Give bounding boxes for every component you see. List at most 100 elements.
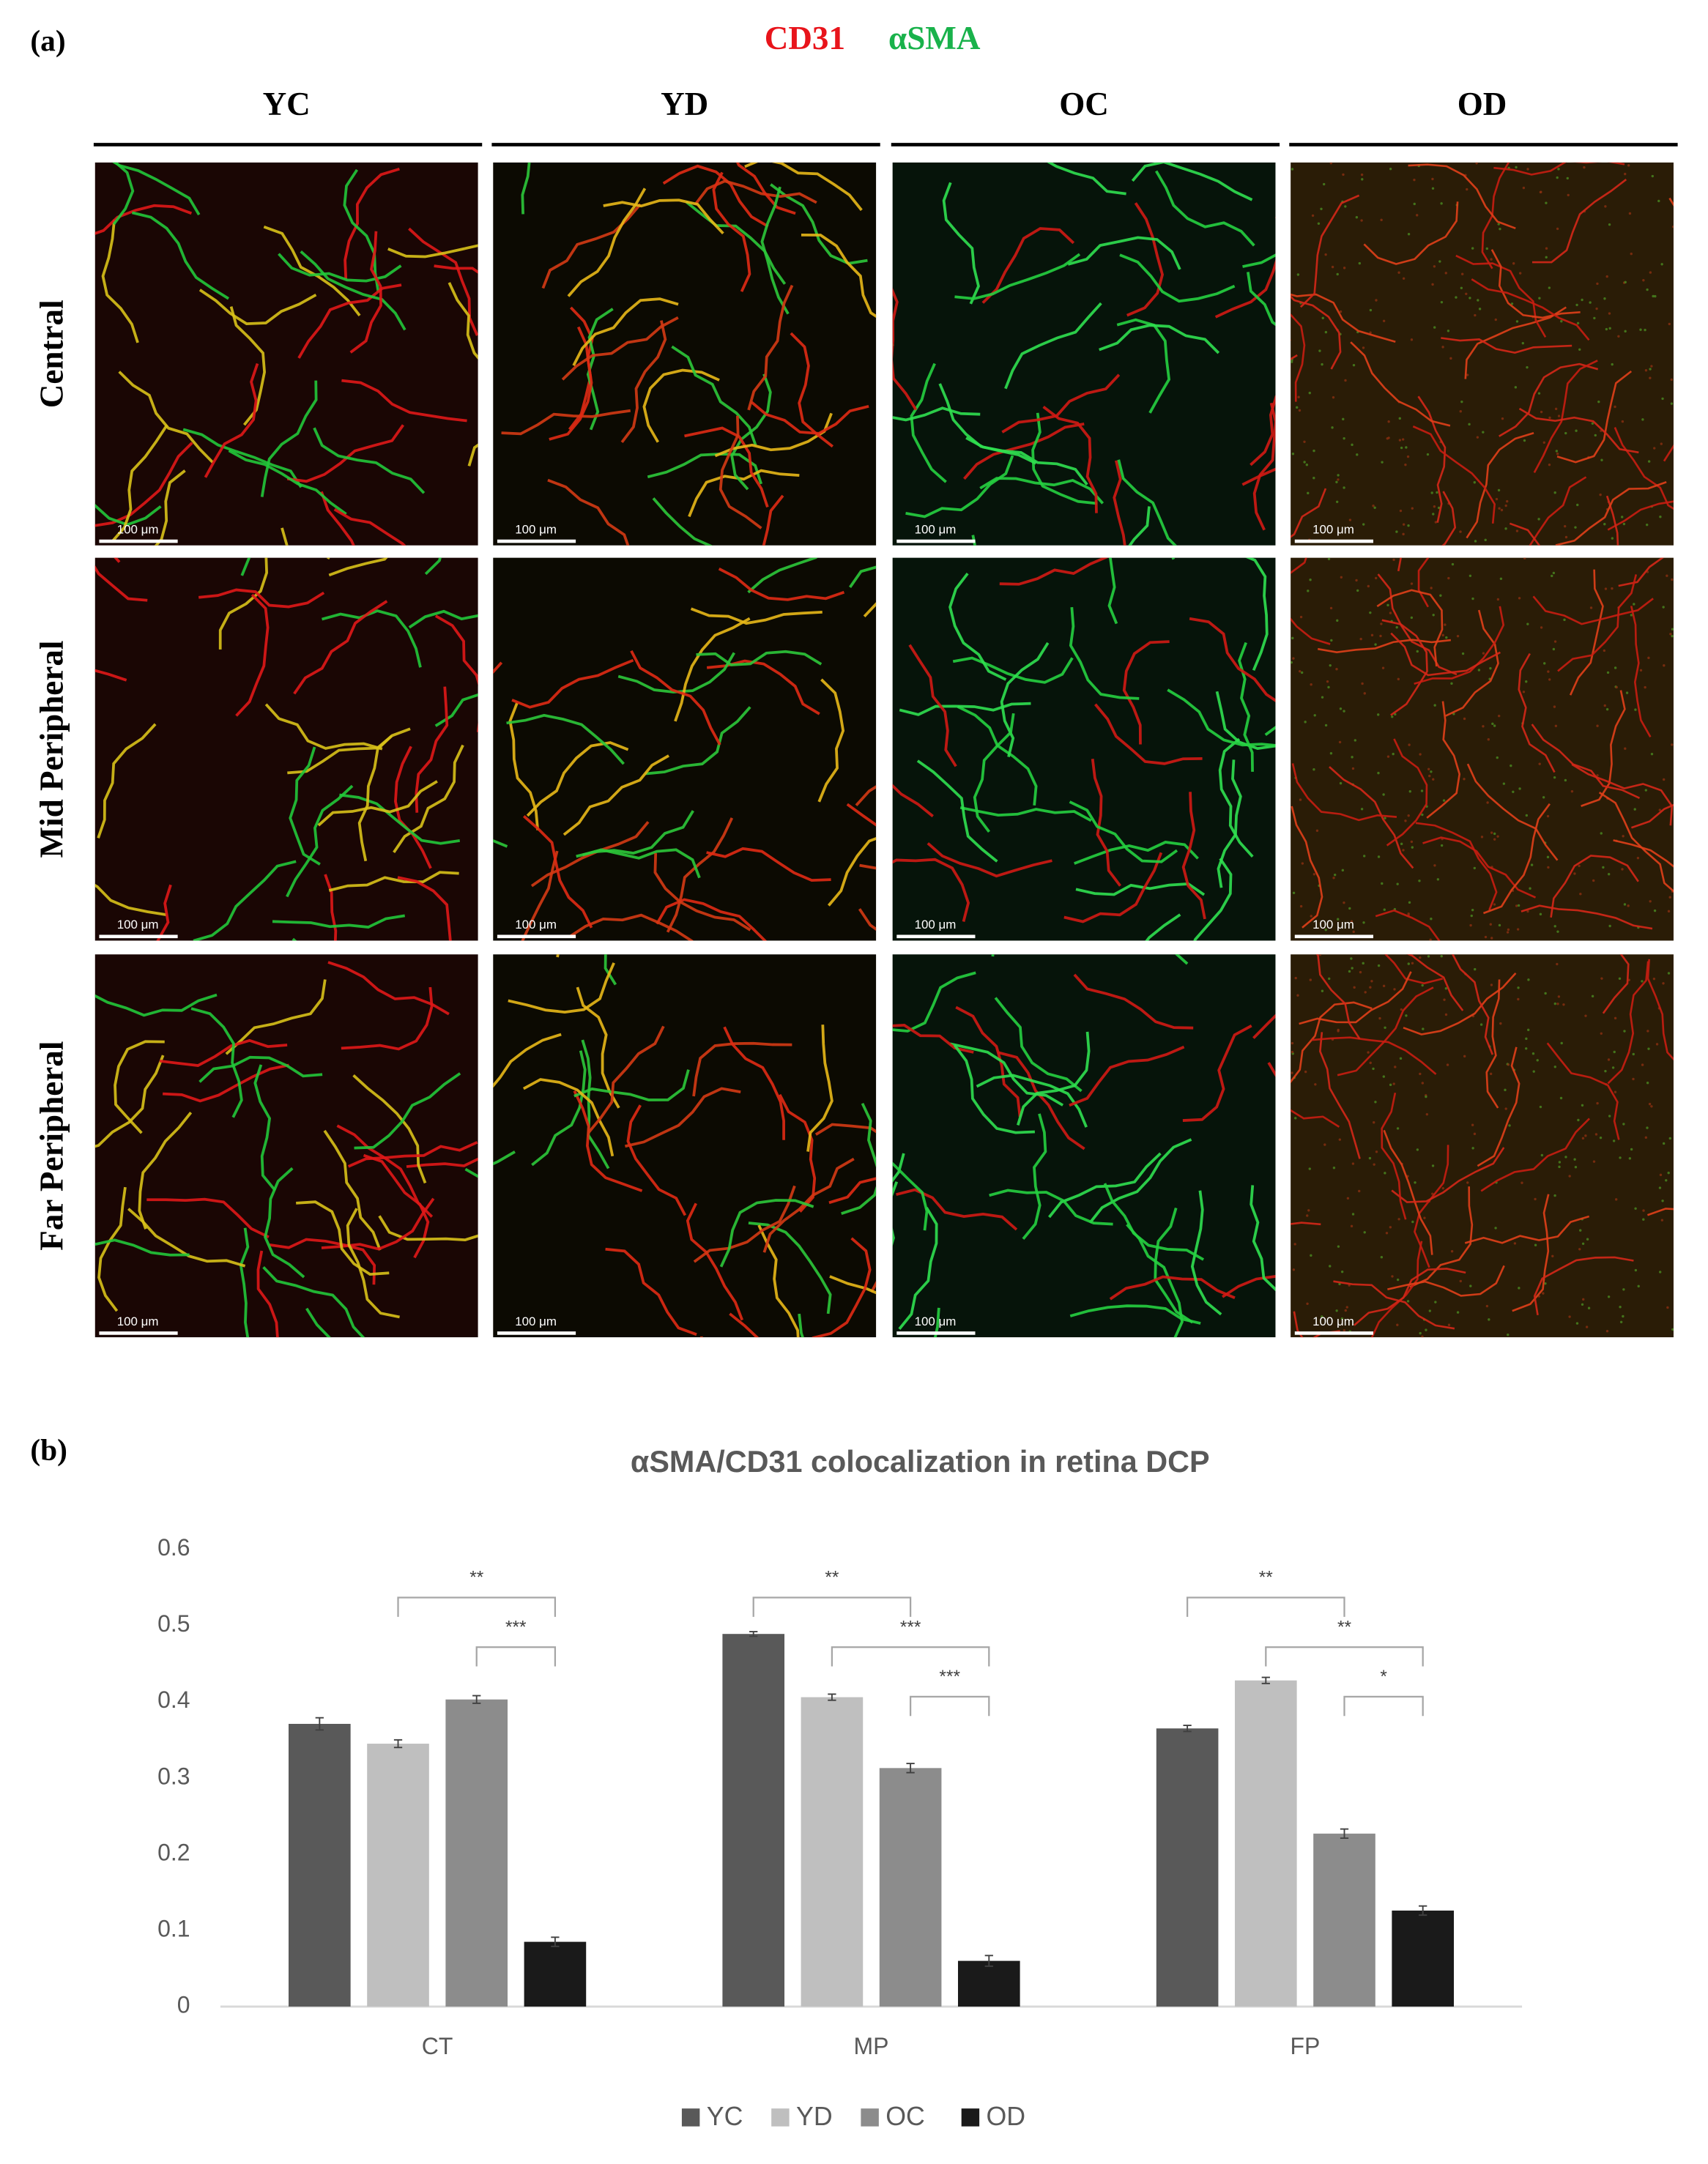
bar	[879, 1768, 942, 2007]
speckle	[1292, 1268, 1296, 1271]
speckle	[1312, 477, 1315, 480]
vessel	[892, 1161, 929, 1231]
vessel	[272, 914, 406, 929]
vessel	[1375, 909, 1441, 941]
speckle	[1480, 836, 1484, 839]
speckle	[1552, 571, 1556, 575]
scale-bar-label: 100 μm	[915, 1315, 957, 1328]
speckle	[1630, 1148, 1633, 1151]
vessel	[1646, 959, 1674, 1061]
speckle	[1667, 910, 1671, 913]
speckle	[1441, 633, 1444, 637]
x-tick-label: FP	[1290, 2033, 1320, 2059]
speckle	[1600, 832, 1603, 835]
vessel	[1477, 1046, 1521, 1167]
vessel	[264, 1167, 305, 1279]
speckle	[1644, 1136, 1648, 1139]
speckle	[1440, 202, 1443, 205]
speckle	[1437, 506, 1441, 510]
significance-label: ***	[900, 1617, 921, 1637]
speckle	[1406, 455, 1410, 458]
vessel	[341, 379, 467, 423]
speckle	[1381, 461, 1384, 464]
speckle	[1504, 527, 1507, 530]
speckle	[1653, 909, 1657, 912]
speckle	[1624, 330, 1627, 333]
vessel	[1291, 295, 1342, 370]
speckle	[1484, 935, 1488, 939]
vessel	[1546, 1042, 1620, 1140]
vessel	[114, 1040, 165, 1134]
speckle	[1482, 725, 1485, 728]
significance-bracket	[397, 1596, 557, 1617]
vessel	[858, 908, 877, 932]
speckle	[1667, 1171, 1670, 1175]
speckle	[1611, 537, 1614, 540]
vessel	[228, 449, 347, 516]
vessel	[1521, 904, 1653, 930]
speckle	[1291, 1050, 1294, 1054]
speckle	[1604, 1069, 1607, 1073]
speckle	[1639, 669, 1643, 672]
speckle	[1507, 928, 1510, 932]
speckle	[1421, 1082, 1425, 1085]
speckle	[1318, 349, 1321, 352]
vessel	[434, 693, 478, 727]
vessel	[1291, 557, 1331, 645]
speckle	[1622, 835, 1625, 838]
speckle	[1379, 634, 1382, 638]
speckle	[1607, 1295, 1611, 1298]
speckle	[1440, 844, 1444, 847]
speckle	[1543, 662, 1546, 665]
speckle	[1321, 362, 1323, 366]
vessel	[1193, 858, 1233, 941]
speckle	[1396, 1127, 1400, 1130]
speckle	[1623, 903, 1627, 906]
vessel	[327, 961, 450, 1016]
vessel	[493, 1150, 516, 1166]
vessel	[1291, 1001, 1373, 1084]
speckle	[1353, 986, 1356, 989]
speckle	[1443, 998, 1446, 1001]
vessel	[1414, 1145, 1449, 1268]
speckle	[1493, 838, 1496, 841]
speckle	[1291, 636, 1294, 640]
speckle	[1432, 614, 1435, 617]
vessel	[723, 1026, 785, 1140]
speckle	[1548, 463, 1551, 466]
speckle	[1338, 740, 1342, 744]
speckle	[1534, 1197, 1537, 1201]
speckle	[1512, 790, 1515, 794]
speckle	[1318, 954, 1322, 956]
speckle	[1556, 930, 1559, 933]
vessel	[938, 383, 1037, 465]
speckle	[1329, 606, 1333, 610]
speckle	[1661, 397, 1664, 401]
vessel	[1099, 324, 1220, 354]
vessel	[1337, 986, 1434, 1077]
speckle	[1293, 1243, 1296, 1246]
speckle	[1670, 402, 1674, 405]
significance-label: ***	[505, 1617, 527, 1637]
vessel	[1016, 1031, 1091, 1126]
speckle	[1367, 584, 1370, 588]
speckle	[1542, 1292, 1545, 1295]
vessel	[1069, 607, 1140, 700]
speckle	[1307, 590, 1310, 592]
speckle	[1477, 299, 1479, 302]
vessel	[1613, 839, 1674, 868]
speckle	[1466, 1181, 1469, 1184]
speckle	[1578, 1248, 1581, 1251]
speckle	[1544, 992, 1547, 995]
speckle	[1596, 724, 1599, 727]
vessel	[521, 162, 531, 215]
speckle	[1527, 978, 1530, 981]
speckle	[1337, 478, 1340, 481]
vessel	[467, 443, 478, 466]
speckle	[1402, 523, 1406, 526]
speckle	[1586, 1238, 1589, 1241]
speckle	[1567, 193, 1570, 197]
speckle	[1653, 447, 1656, 450]
speckle	[1460, 400, 1463, 404]
speckle	[1553, 1194, 1556, 1197]
